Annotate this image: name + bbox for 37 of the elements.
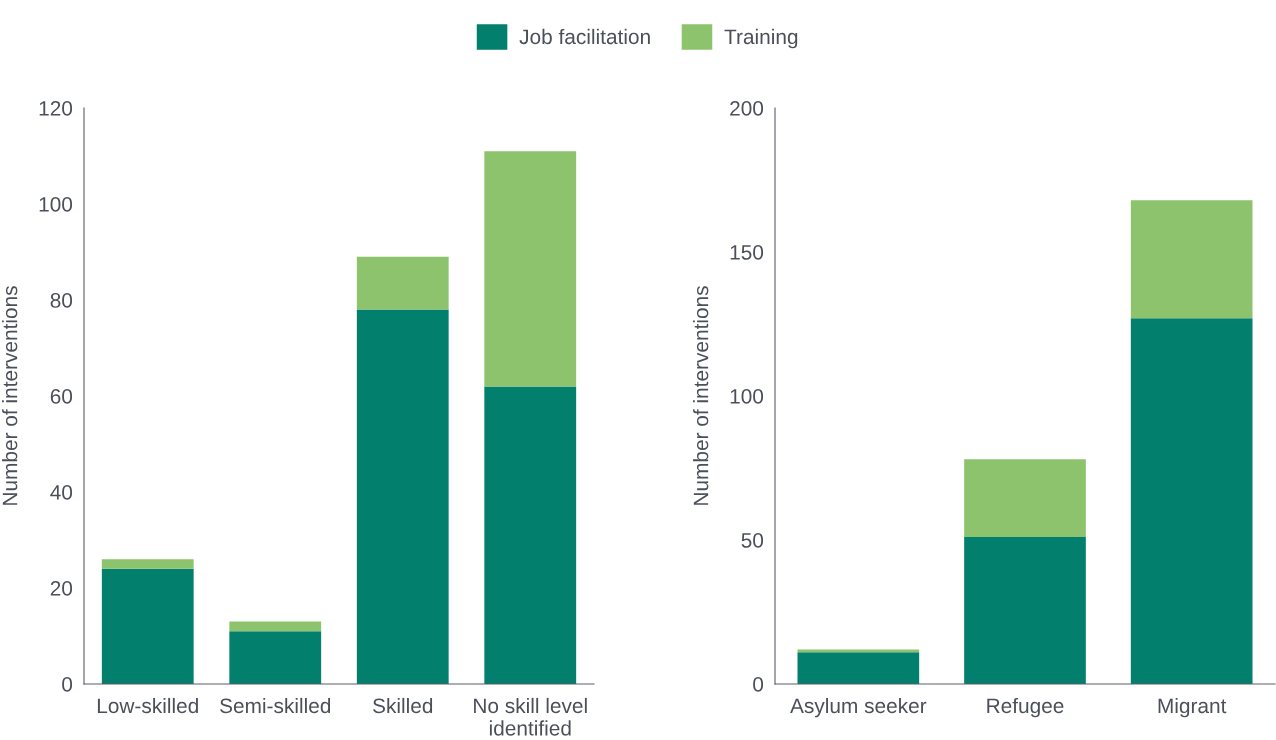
y-tick-label: 100	[39, 197, 73, 212]
x-tick-label: Skilled	[373, 697, 433, 714]
y-tick-label: 50	[741, 533, 764, 548]
bar	[356, 309, 449, 684]
bar	[229, 631, 322, 684]
x-tick-label: Asylum seeker	[790, 697, 927, 718]
bar	[797, 649, 920, 653]
bar	[101, 559, 194, 569]
y-tick-label: 150	[730, 245, 764, 260]
y-tick-label: 40	[50, 485, 73, 500]
y-tick-label: 0	[62, 677, 73, 692]
legend-label: Job facilitation	[519, 28, 650, 45]
bar	[484, 151, 577, 387]
x-tick-label: No skill level identified	[474, 697, 587, 736]
bar	[101, 568, 194, 684]
y-tick-label: 80	[50, 293, 73, 308]
bar	[964, 537, 1086, 684]
y-axis-title: Number of interventions	[2, 286, 18, 505]
x-tick-label: Semi-skilled	[220, 697, 331, 714]
x-tick-label: Refugee	[987, 697, 1064, 718]
bar	[229, 621, 322, 632]
x-tick-label: Migrant	[1158, 697, 1227, 718]
y-tick-label: 0	[753, 677, 764, 692]
bar	[1130, 200, 1253, 319]
bar	[964, 459, 1086, 538]
y-axis-title: Number of interventions	[693, 286, 709, 505]
y-tick-label: 20	[50, 581, 73, 596]
y-tick-label: 120	[39, 101, 73, 116]
bar	[484, 386, 577, 684]
y-tick-label: 200	[730, 101, 764, 116]
x-tick-label: Low-skilled	[97, 697, 198, 714]
y-tick-label: 100	[730, 389, 764, 404]
legend-label: Training	[724, 28, 798, 49]
bar	[356, 256, 449, 310]
y-tick-label: 60	[50, 389, 73, 404]
bar	[797, 652, 920, 684]
bar	[1130, 318, 1253, 684]
